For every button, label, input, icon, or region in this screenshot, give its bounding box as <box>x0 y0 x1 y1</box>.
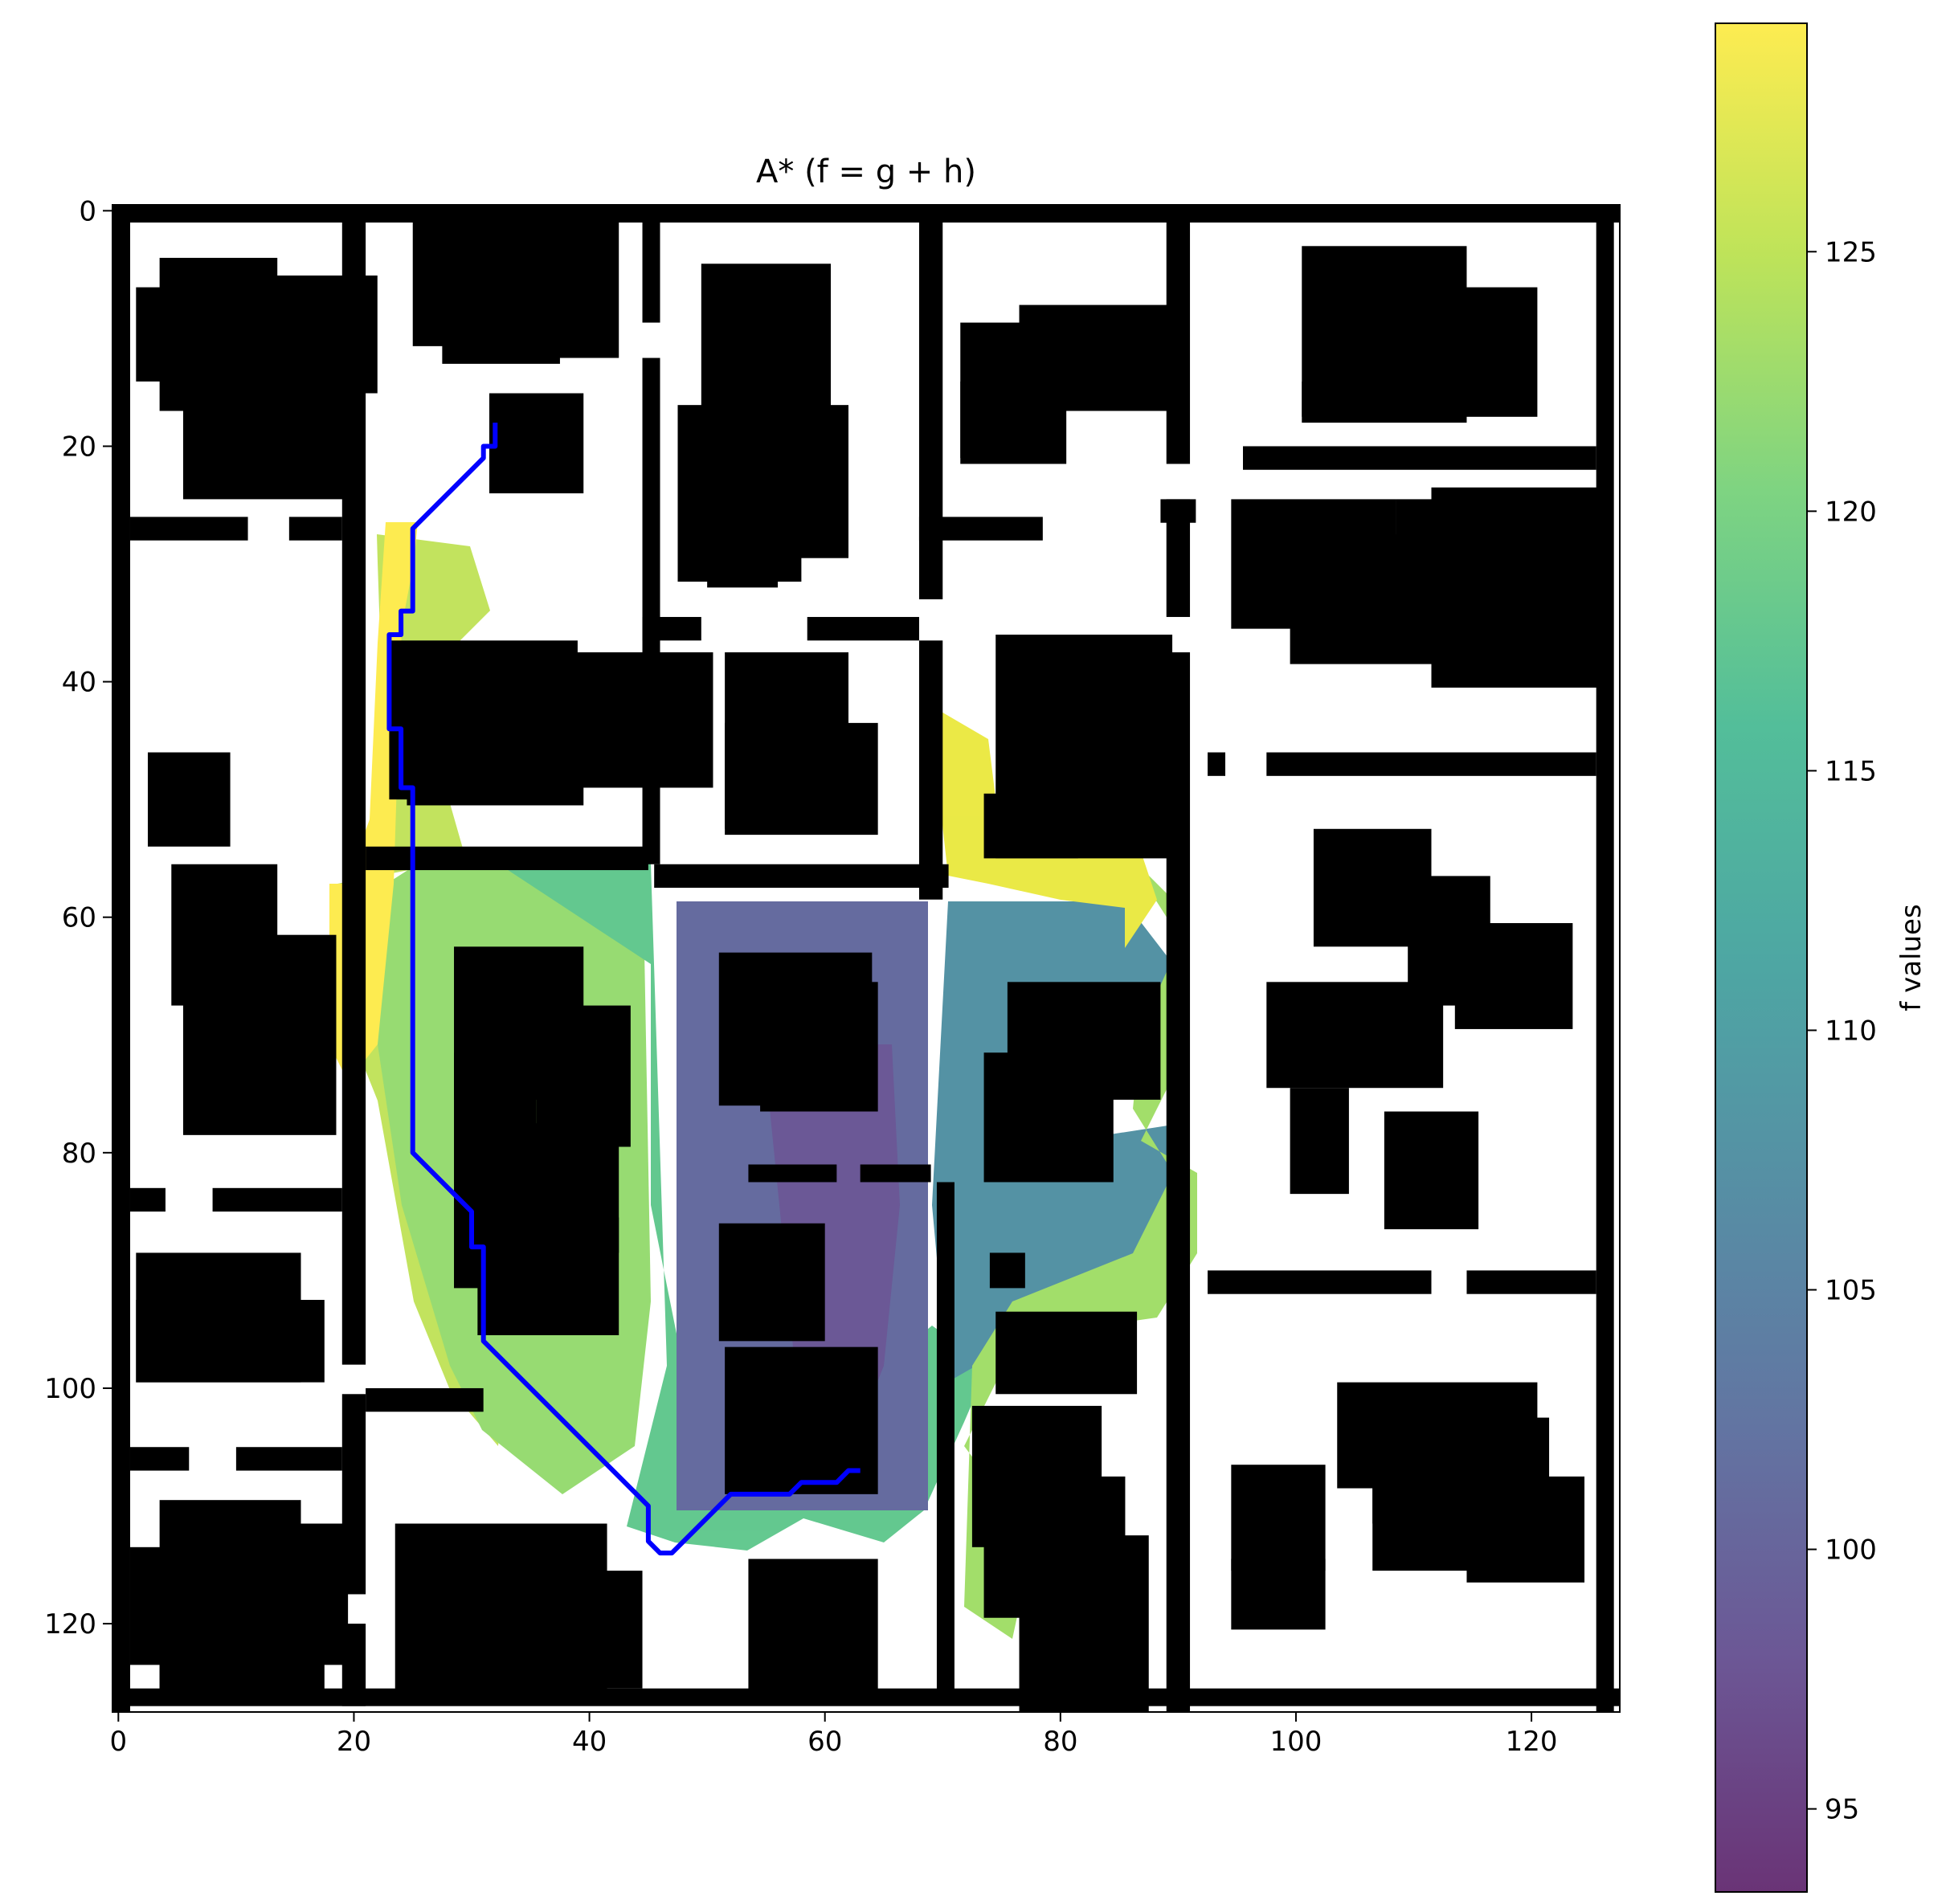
obstacle-block <box>235 1447 342 1471</box>
obstacle-block <box>960 381 1067 464</box>
obstacle-block <box>748 1164 837 1183</box>
x-tick-label: 0 <box>110 1726 128 1758</box>
planned-path <box>386 423 861 1556</box>
obstacle-block <box>129 1187 166 1212</box>
obstacle-block <box>989 1252 1025 1289</box>
colorbar-gradient <box>1715 23 1807 1892</box>
obstacle-block <box>1372 1429 1526 1524</box>
obstacle-block <box>1160 499 1196 523</box>
obstacle-block <box>112 205 1620 223</box>
colorbar-label: f values <box>1895 904 1928 1011</box>
obstacle-block <box>707 534 779 588</box>
colorbar-ticks: 95 100 105 110 115 120 125 <box>1807 236 1877 1826</box>
obstacle-block <box>129 1447 190 1471</box>
obstacle-block <box>642 616 701 641</box>
x-tick-label: 40 <box>572 1726 607 1758</box>
obstacle-block <box>112 205 130 1712</box>
obstacle-block <box>654 864 949 889</box>
obstacle-block <box>1231 1559 1326 1630</box>
obstacle-block <box>136 1300 325 1383</box>
y-tick-label: 60 <box>62 902 96 934</box>
x-tick-label: 20 <box>337 1726 371 1758</box>
obstacle-block <box>407 722 584 806</box>
obstacle-block <box>701 264 832 429</box>
obstacle-block <box>1208 1270 1432 1294</box>
colorbar-tick-label: 100 <box>1825 1534 1877 1567</box>
obstacle-block <box>477 1217 619 1335</box>
obstacle-block <box>212 1187 342 1212</box>
obstacle-block <box>642 358 660 864</box>
obstacle-block <box>1231 1465 1326 1571</box>
x-tick-label: 120 <box>1506 1726 1558 1758</box>
x-tick-label: 80 <box>1043 1726 1077 1758</box>
colorbar-tick-label: 125 <box>1825 236 1877 268</box>
obstacle-block <box>489 393 584 494</box>
x-tick-label: 60 <box>807 1726 842 1758</box>
obstacle-block <box>129 517 248 541</box>
colorbar-tick-label: 110 <box>1825 1015 1877 1047</box>
obstacle-block <box>1266 982 1444 1089</box>
obstacle-block <box>748 1559 878 1701</box>
obstacle-block <box>718 1223 825 1342</box>
obstacle-block <box>442 216 560 364</box>
obstacle-block <box>1243 446 1596 470</box>
colorbar-tick-label: 105 <box>1825 1275 1877 1307</box>
obstacle-block <box>1466 1270 1596 1294</box>
obstacle-block <box>1596 205 1614 1712</box>
obstacle-block <box>918 640 943 900</box>
obstacle-block <box>936 1182 955 1701</box>
obstacle-block <box>1290 534 1526 664</box>
chart-title: A* (f = g + h) <box>756 153 976 190</box>
obstacle-block <box>182 358 360 500</box>
obstacle-block <box>983 793 1078 859</box>
colorbar: 95 100 105 110 115 120 125 f values <box>1715 22 1928 1893</box>
obstacle-block <box>860 1164 931 1183</box>
obstacle-layer <box>112 205 1620 1712</box>
obstacle-block <box>147 752 231 847</box>
obstacle-block <box>1384 1111 1479 1230</box>
x-tick-label: 100 <box>1270 1726 1322 1758</box>
plot-frame <box>112 204 1621 1713</box>
colorbar-frame <box>1715 22 1808 1893</box>
y-tick-label: 80 <box>62 1138 96 1170</box>
obstacle-block <box>1019 1535 1149 1712</box>
obstacle-block <box>1454 923 1573 1029</box>
obstacle-block <box>995 1311 1138 1395</box>
obstacle-block <box>1290 1088 1349 1195</box>
obstacle-block <box>642 205 660 323</box>
obstacle-block <box>1266 752 1596 776</box>
x-axis: 0 20 40 60 80 100 120 <box>110 1712 1558 1758</box>
colorbar-tick-label: 95 <box>1825 1794 1859 1826</box>
y-tick-label: 100 <box>44 1373 96 1405</box>
y-tick-label: 40 <box>62 667 96 699</box>
obstacle-block <box>1208 752 1226 776</box>
colorbar-tick-label: 120 <box>1825 496 1877 528</box>
obstacle-block <box>513 1571 643 1689</box>
obstacle-block <box>760 982 878 1112</box>
obstacle-block <box>341 352 366 1365</box>
y-tick-label: 120 <box>44 1608 96 1640</box>
obstacle-block <box>725 722 878 836</box>
obstacle-block <box>983 1052 1114 1183</box>
obstacle-block <box>288 517 342 541</box>
obstacle-block <box>1302 381 1444 417</box>
obstacle-block <box>159 1594 325 1701</box>
f-region-top-lobe <box>940 711 1157 948</box>
colorbar-tick-label: 115 <box>1825 755 1877 787</box>
obstacle-block <box>230 982 325 1124</box>
obstacle-block <box>366 1387 484 1412</box>
obstacle-block <box>366 846 648 871</box>
obstacle-block <box>918 517 1043 541</box>
obstacle-block <box>807 616 919 641</box>
y-tick-label: 0 <box>79 195 96 227</box>
y-axis: 0 20 40 60 80 100 120 <box>44 195 112 1640</box>
plot-area <box>112 205 1620 1712</box>
y-tick-label: 20 <box>62 431 96 463</box>
